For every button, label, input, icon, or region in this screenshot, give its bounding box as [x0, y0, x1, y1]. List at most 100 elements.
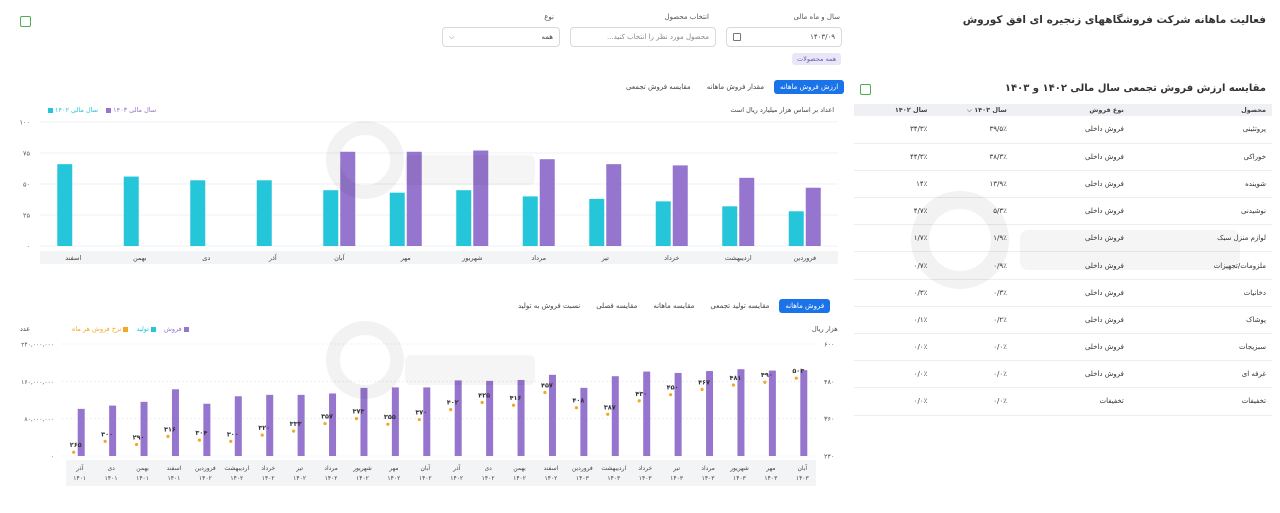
sales-bar: [674, 372, 682, 456]
tab-cumulative-production[interactable]: مقایسه تولید تجمعی: [710, 302, 770, 310]
x-tick-year: ۱۴۰۲: [230, 475, 243, 482]
x-tick-label: اسفند: [65, 254, 81, 262]
rate-point: [794, 376, 798, 380]
cell-1403: ۳۸/۳٪: [933, 143, 1013, 171]
cell-product: شوینده: [1129, 170, 1272, 199]
rate-data-label: ۳۲۰: [258, 424, 270, 432]
legend-item-rate[interactable]: نرخ فروش هر ماه: [72, 325, 130, 333]
cell-1403: ۰/۲٪: [933, 306, 1013, 335]
table-row[interactable]: شوینده فروش داخلی ۱۳/۹٪ ۱۴٪: [854, 170, 1272, 199]
x-tick-year: ۱۴۰۳: [576, 475, 590, 482]
tab-monthly-comparison[interactable]: مقایسه ماهانه: [653, 302, 695, 310]
rate-point: [574, 406, 578, 410]
year-month-picker[interactable]: ۱۴۰۳/۰۹: [726, 27, 842, 47]
y-tick-label: ۰: [27, 243, 31, 251]
export-icon[interactable]: [20, 16, 31, 27]
sales-bar: [768, 370, 776, 456]
table-row[interactable]: پوشاک فروش داخلی ۰/۲٪ ۰/۱٪: [854, 306, 1272, 335]
table-row[interactable]: پروتئینی فروش داخلی ۳۹/۵٪ ۳۴/۳٪: [854, 116, 1272, 144]
bar-1403: [406, 151, 422, 246]
legend-item-sales[interactable]: فروش: [164, 325, 191, 333]
table-export-icon[interactable]: [860, 84, 871, 95]
rate-data-label: ۴۲۵: [478, 391, 490, 399]
column-header-1402[interactable]: سال ۱۴۰۲: [854, 104, 934, 116]
rate-data-label: ۴۰۸: [572, 397, 584, 405]
bar-1402: [589, 198, 605, 246]
x-tick-year: ۱۴۰۱: [136, 475, 149, 482]
x-axis-band: [40, 251, 838, 264]
all-products-chip[interactable]: همه محصولات: [792, 53, 842, 65]
rate-point: [543, 390, 547, 395]
table-row[interactable]: دخانیات فروش داخلی ۰/۳٪ ۰/۳٪: [854, 279, 1272, 307]
rate-data-label: ۵۰۳: [792, 367, 804, 375]
rate-point: [166, 434, 170, 438]
tab-sales-to-production[interactable]: نسبت فروش به تولید: [518, 302, 581, 310]
tab-seasonal-comparison[interactable]: مقایسه فصلی: [596, 302, 638, 310]
column-header-sale-type[interactable]: نوع فروش: [1012, 104, 1130, 116]
rate-point: [763, 380, 767, 384]
bar-1402: [722, 206, 738, 246]
cell-sale-type: فروش داخلی: [1012, 279, 1130, 307]
x-tick-year: ۱۴۰۲: [387, 475, 400, 482]
sales-bar: [486, 380, 494, 456]
sort-icon[interactable]: ⌵: [967, 105, 972, 114]
tab-cumulative-sales[interactable]: مقایسه فروش تجمعی: [626, 83, 691, 91]
rate-point: [731, 383, 736, 387]
chevron-down-icon: ⌵: [449, 32, 455, 41]
x-tick-label: خرداد: [664, 254, 679, 262]
table-row[interactable]: غرفه ای فروش داخلی ۰/۰٪ ۰/۰٪: [854, 360, 1272, 389]
x-tick-year: ۱۴۰۳: [764, 475, 778, 482]
comparison-table: محصول نوع فروش سال ۱۴۰۳ ⌵ سال ۱۴۰۲ پروتئ…: [854, 104, 1272, 416]
x-tick-label: دی: [202, 254, 210, 262]
left-unit-label: هزار ریال: [812, 325, 838, 333]
type-select[interactable]: ⌵ همه: [442, 27, 560, 47]
x-tick-year: ۱۴۰۲: [419, 475, 432, 482]
x-tick-month: مهر: [388, 465, 398, 472]
x-tick-year: ۱۴۰۳: [702, 475, 716, 482]
rate-data-label: ۳۷۰: [415, 409, 427, 417]
sales-bar: [109, 405, 117, 456]
tab-monthly-sales-value[interactable]: ارزش فروش ماهانه: [773, 80, 845, 94]
column-header-product[interactable]: محصول: [1129, 104, 1272, 116]
legend-item-production[interactable]: تولید: [136, 325, 158, 333]
table-row[interactable]: ملزومات/تجهیزات فروش داخلی ۰/۹٪ ۰/۷٪: [854, 251, 1272, 280]
rate-data-label: ۴۶۷: [698, 378, 710, 386]
x-tick-label: مرداد: [531, 254, 546, 262]
x-tick-month: مهر: [765, 465, 775, 472]
sales-bar: [800, 370, 808, 456]
x-tick-year: ۱۴۰۲: [482, 475, 495, 482]
bar-1403: [606, 164, 622, 246]
table-row[interactable]: خوراکی فروش داخلی ۳۸/۳٪ ۴۴/۳٪: [854, 143, 1272, 171]
table-row[interactable]: تخفیفات تخفیفات ۰/۰٪ ۰/۰٪: [854, 387, 1272, 416]
cell-1402: ۰/۷٪: [854, 251, 934, 280]
product-select[interactable]: محصول مورد نظر را انتخاب کنید...: [570, 27, 716, 47]
x-tick-year: ۱۴۰۲: [513, 475, 526, 482]
rate-point: [386, 422, 390, 426]
x-tick-year: ۱۴۰۲: [356, 475, 369, 482]
bottom-combo-chart: ۰ ۸۰,۰۰۰,۰۰۰ ۱۶۰,۰۰۰,۰۰۰ ۲۴۰,۰۰۰,۰۰۰ ۲۴۰ ۳۶۰ ۴…: [21, 341, 834, 486]
rate-data-label: ۳۰۰: [227, 430, 239, 438]
cell-product: پوشاک: [1129, 306, 1272, 335]
top-chart-note: اعداد بر اساس هزار میلیارد ریال است: [730, 106, 834, 114]
right-y-tick-label: ۲۴۰: [824, 453, 834, 461]
legend-item-1402[interactable]: سال مالی ۱۴۰۲: [46, 106, 98, 114]
product-placeholder: محصول مورد نظر را انتخاب کنید...: [606, 33, 709, 41]
x-tick-month: اسفند: [544, 465, 559, 472]
tab-monthly-sales[interactable]: فروش ماهانه: [779, 299, 831, 313]
top-bar-chart: ۰ ۲۵ ۵۰ ۷۵ ۱۰۰ فروردین اردیبهشت خرداد تیر مرداد شه…: [20, 119, 838, 264]
rate-point: [72, 450, 76, 454]
table-row[interactable]: نوشیدنی فروش داخلی ۵/۳٪ ۴/۷٪: [854, 197, 1272, 226]
x-tick-month: بهمن: [136, 465, 149, 472]
bar-1403: [672, 165, 688, 246]
tab-monthly-sales-quantity[interactable]: مقدار فروش ماهانه: [706, 83, 764, 91]
legend-item-1403[interactable]: سال مالی ۱۴۰۳: [104, 106, 156, 114]
x-tick-month: اردیبهشت: [601, 465, 626, 472]
table-row[interactable]: سبزیجات فروش داخلی ۰/۰٪ ۰/۰٪: [854, 333, 1272, 362]
rate-point: [417, 417, 421, 422]
column-header-1403[interactable]: سال ۱۴۰۳ ⌵: [933, 104, 1013, 116]
rate-data-label: ۴۱۶: [510, 394, 522, 402]
x-tick-year: ۱۴۰۲: [450, 475, 463, 482]
rate-point: [134, 442, 139, 447]
right-y-tick-label: ۴۸۰: [824, 378, 834, 386]
table-row[interactable]: لوازم منزل سبک فروش داخلی ۱/۹٪ ۱/۷٪: [854, 224, 1272, 253]
